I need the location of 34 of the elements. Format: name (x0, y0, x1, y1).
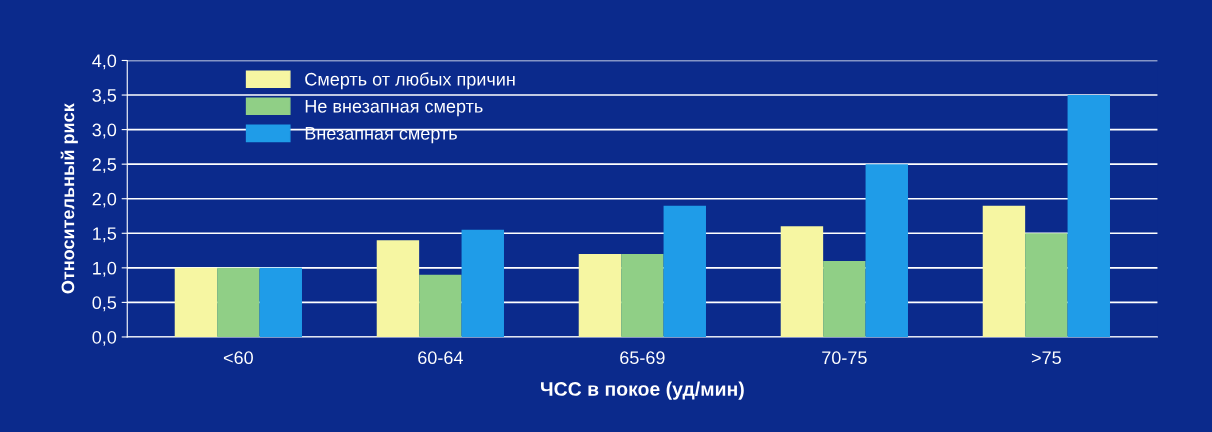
x-axis-title: ЧСС в покое (уд/мин) (541, 381, 744, 400)
x-tick-label: 65-69 (620, 351, 665, 365)
bar (578, 254, 622, 337)
bar (174, 267, 218, 337)
bar (259, 267, 302, 337)
bar (217, 267, 260, 337)
bar (376, 240, 420, 337)
y-tick-label: 4,0 (92, 54, 117, 70)
bar (1067, 95, 1110, 337)
y-tick-label: 1,0 (93, 261, 117, 277)
bar (621, 254, 664, 337)
x-tick-label: 70-75 (822, 351, 867, 365)
y-tick-label: 2,5 (92, 158, 117, 174)
y-tick-label: 2,0 (92, 192, 117, 208)
x-tick-label: <60 (223, 351, 253, 365)
legend-label: Смерть от любых причин (305, 72, 515, 90)
y-tick-label: 3,0 (92, 123, 117, 139)
bar (419, 274, 462, 337)
x-tick-label: >75 (1031, 351, 1061, 365)
legend-label: Не внезапная смерть (305, 100, 483, 117)
bar (663, 205, 706, 337)
y-tick-label: 0,0 (92, 330, 117, 346)
y-tick-label: 1,5 (93, 227, 117, 243)
bar (823, 260, 866, 337)
bar (461, 229, 504, 337)
legend-label: Внезапная смерть (305, 127, 457, 144)
bar (865, 164, 908, 337)
y-tick-label: 0,5 (92, 296, 117, 312)
y-tick-label: 3,5 (92, 88, 117, 104)
x-tick-label: 60-64 (418, 351, 463, 365)
y-axis-title: Относительный риск (60, 103, 78, 294)
bar (780, 226, 824, 337)
bar (982, 205, 1026, 337)
bar (1025, 233, 1068, 337)
